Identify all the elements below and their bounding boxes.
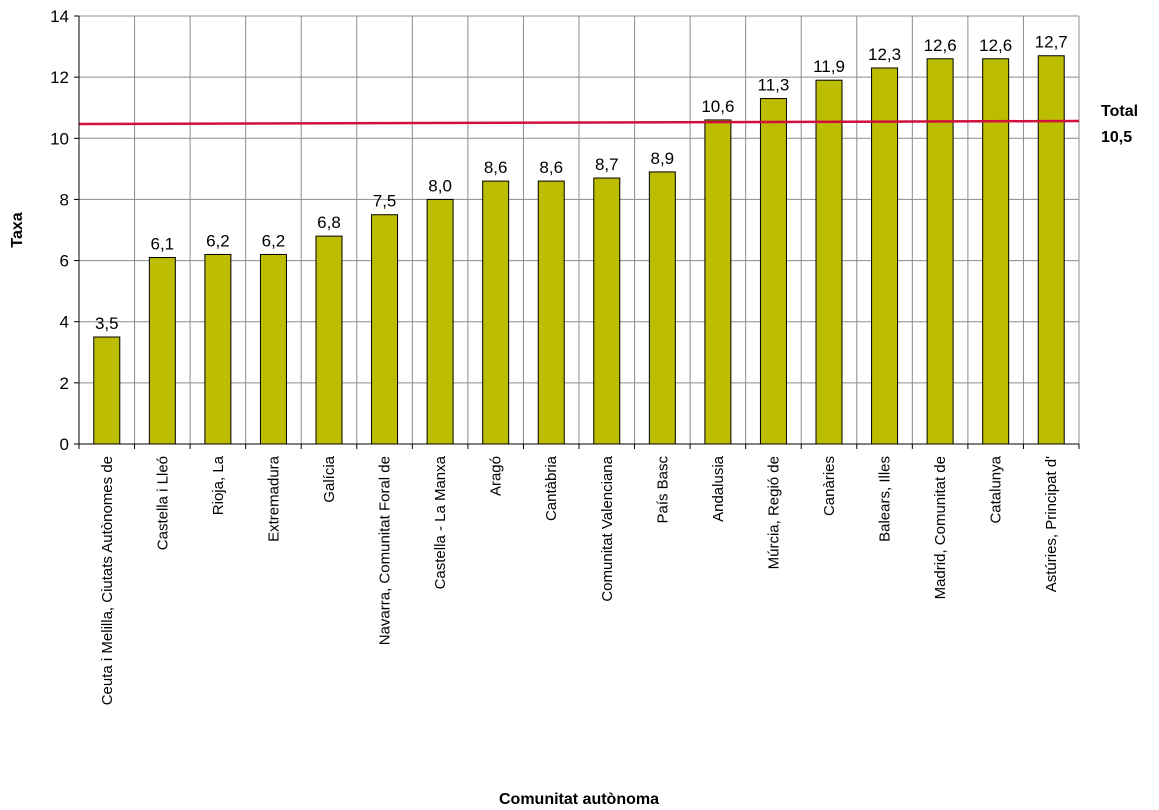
reference-line-label-title: Total bbox=[1101, 103, 1138, 120]
x-category-label: Cantàbria bbox=[543, 455, 560, 521]
bar bbox=[815, 79, 843, 445]
grid-lines bbox=[78, 15, 1080, 444]
y-tick-label: 2 bbox=[60, 374, 69, 393]
x-category-label: Extremadura bbox=[265, 455, 282, 542]
bar bbox=[426, 198, 454, 445]
x-category-label: Navarra, Comunitat Foral de bbox=[377, 456, 394, 645]
bar-value-label: 3,5 bbox=[95, 314, 119, 333]
bar bbox=[204, 253, 232, 445]
x-category-label: Astúries, Principat d' bbox=[1043, 456, 1060, 592]
bar-value-label: 8,6 bbox=[539, 158, 563, 177]
bar-value-label: 12,6 bbox=[924, 36, 957, 55]
y-tick-label: 12 bbox=[50, 68, 69, 87]
y-tick-label: 4 bbox=[60, 313, 69, 332]
bar-value-label: 11,9 bbox=[813, 57, 845, 76]
x-category-label: Múrcia, Regió de bbox=[765, 456, 782, 569]
bar bbox=[648, 171, 676, 445]
bar bbox=[315, 235, 343, 445]
y-axis-title: Taxa bbox=[9, 212, 26, 247]
bar-value-label: 6,2 bbox=[206, 231, 230, 250]
x-category-label: Castella i Lleó bbox=[154, 456, 171, 550]
reference-line-group bbox=[78, 119, 1080, 126]
x-category-label: Balears, Illes bbox=[877, 456, 894, 542]
reference-line bbox=[78, 119, 1080, 126]
reference-line-label-value: 10,5 bbox=[1101, 129, 1132, 146]
x-category-label: Ceuta i Melilla, Ciutats Autònomes de bbox=[99, 456, 116, 705]
x-category-label: Andalusia bbox=[710, 455, 727, 522]
bar bbox=[593, 177, 621, 445]
bar bbox=[482, 180, 510, 445]
y-tick-label: 6 bbox=[60, 252, 69, 271]
bars bbox=[93, 55, 1065, 445]
bar-value-label: 8,0 bbox=[428, 176, 452, 195]
bar bbox=[982, 58, 1010, 445]
bar-value-label: 12,6 bbox=[979, 36, 1012, 55]
y-tick-label: 14 bbox=[50, 7, 69, 26]
x-category-label: Galícia bbox=[321, 455, 338, 502]
x-category-label: Catalunya bbox=[988, 455, 1005, 523]
bar-value-label: 6,8 bbox=[317, 213, 341, 232]
bar-value-label: 10,6 bbox=[701, 97, 734, 116]
bar-value-label: 12,3 bbox=[868, 45, 901, 64]
bar bbox=[537, 180, 565, 445]
bar bbox=[704, 119, 732, 445]
y-tick-label: 0 bbox=[60, 435, 69, 454]
x-category-label: Rioja, La bbox=[210, 455, 227, 515]
bar-value-label: 8,9 bbox=[651, 149, 675, 168]
bar bbox=[926, 58, 954, 445]
y-tick-label: 8 bbox=[60, 190, 69, 209]
bar bbox=[871, 67, 899, 445]
bar bbox=[148, 257, 176, 445]
x-axis-title: Comunitat autònoma bbox=[499, 791, 659, 808]
axes bbox=[74, 15, 1080, 449]
x-category-label: Aragó bbox=[488, 456, 505, 496]
x-category-label: Madrid, Comunitat de bbox=[932, 456, 949, 599]
bar bbox=[1037, 55, 1065, 445]
x-category-label: Canàries bbox=[821, 456, 838, 516]
bar bbox=[759, 98, 787, 445]
bar bbox=[259, 253, 287, 445]
bar bbox=[93, 336, 121, 445]
bar-value-label: 6,2 bbox=[262, 231, 286, 250]
bar-value-label: 8,7 bbox=[595, 155, 619, 174]
labels: 0 2 4 6 8 10 12 14 3,5 Ceuta i Melilla, Ciutats A… bbox=[50, 7, 1068, 705]
bar-value-label: 7,5 bbox=[373, 192, 397, 211]
y-tick-label: 10 bbox=[50, 129, 69, 148]
x-category-label: Comunitat Valenciana bbox=[599, 455, 616, 601]
bar-value-label: 12,7 bbox=[1035, 33, 1068, 52]
x-category-label: Castella - La Manxa bbox=[432, 455, 449, 589]
bar-value-label: 8,6 bbox=[484, 158, 508, 177]
bar-value-label: 6,1 bbox=[151, 235, 175, 254]
x-category-label: País Basc bbox=[654, 456, 671, 524]
bar bbox=[371, 214, 399, 445]
bar-value-label: 11,3 bbox=[758, 76, 790, 95]
